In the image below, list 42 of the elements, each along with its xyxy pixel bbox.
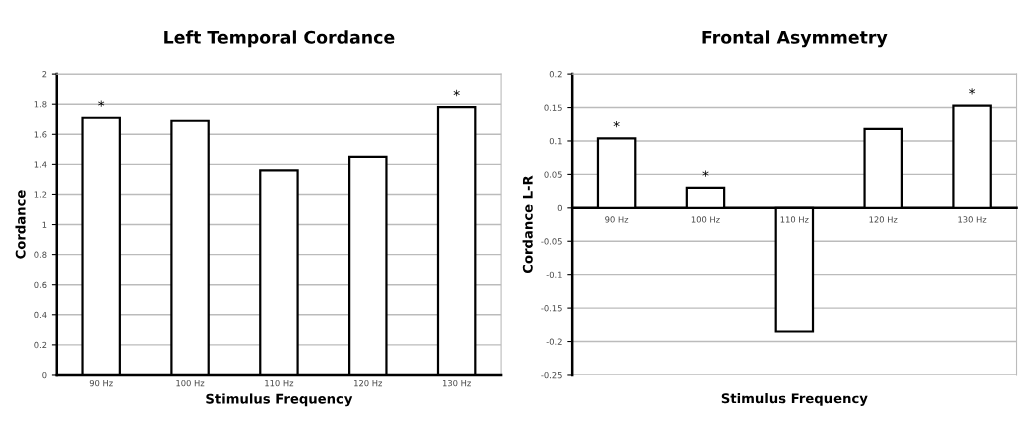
y-tick-label: 0 (557, 204, 562, 212)
y-tick-label: 0.2 (549, 71, 562, 78)
y-axis-title: Cordance (15, 190, 26, 259)
y-axis-title: Cordance L-R (522, 175, 533, 274)
x-tick-label: 110 Hz (265, 379, 294, 387)
x-tick-label: 120 Hz (354, 379, 383, 387)
y-tick-label: 1 (42, 221, 47, 228)
x-tick-label: 100 Hz (691, 216, 720, 223)
y-tick-label: 1.2 (34, 191, 47, 198)
x-tick-label: 130 Hz (442, 379, 471, 387)
y-tick-label: -0.1 (546, 271, 562, 278)
y-tick-label: 0.4 (34, 311, 47, 319)
chart-title: Frontal Asymmetry (702, 30, 888, 48)
y-tick-label: -0.05 (541, 238, 562, 245)
x-tick-label: 110 Hz (780, 216, 809, 223)
y-tick-label: 0.1 (549, 137, 562, 145)
y-tick-label: 1.6 (34, 131, 47, 138)
y-tick-label: 0 (42, 371, 47, 379)
y-tick-label: -0.2 (546, 338, 562, 345)
y-tick-label: 1.4 (34, 161, 47, 168)
x-tick-label: 120 Hz (869, 216, 898, 223)
annotation: * (453, 89, 460, 97)
annotation: * (98, 100, 105, 107)
annotation: * (613, 120, 620, 128)
x-tick-label: 90 Hz (605, 216, 629, 223)
annotation: * (702, 170, 709, 177)
y-tick-label: 0.6 (34, 281, 47, 288)
y-tick-label: 0.15 (544, 104, 562, 111)
y-tick-label: -0.25 (541, 371, 562, 379)
chart-title: Left Temporal Cordance (164, 30, 395, 48)
y-tick-label: 0.2 (34, 341, 47, 349)
x-axis-title: Stimulus Frequency (721, 393, 868, 406)
y-tick-label: 1.8 (34, 101, 47, 108)
y-tick-label: 0.05 (544, 171, 562, 178)
x-tick-label: 90 Hz (89, 379, 113, 387)
y-tick-label: -0.15 (541, 305, 562, 312)
y-tick-label: 0.8 (34, 251, 47, 258)
y-tick-label: 2 (42, 71, 47, 78)
annotation: * (969, 88, 976, 95)
x-tick-label: 100 Hz (176, 379, 205, 387)
x-axis-title: Stimulus Frequency (206, 393, 353, 407)
x-tick-label: 130 Hz (958, 216, 987, 223)
